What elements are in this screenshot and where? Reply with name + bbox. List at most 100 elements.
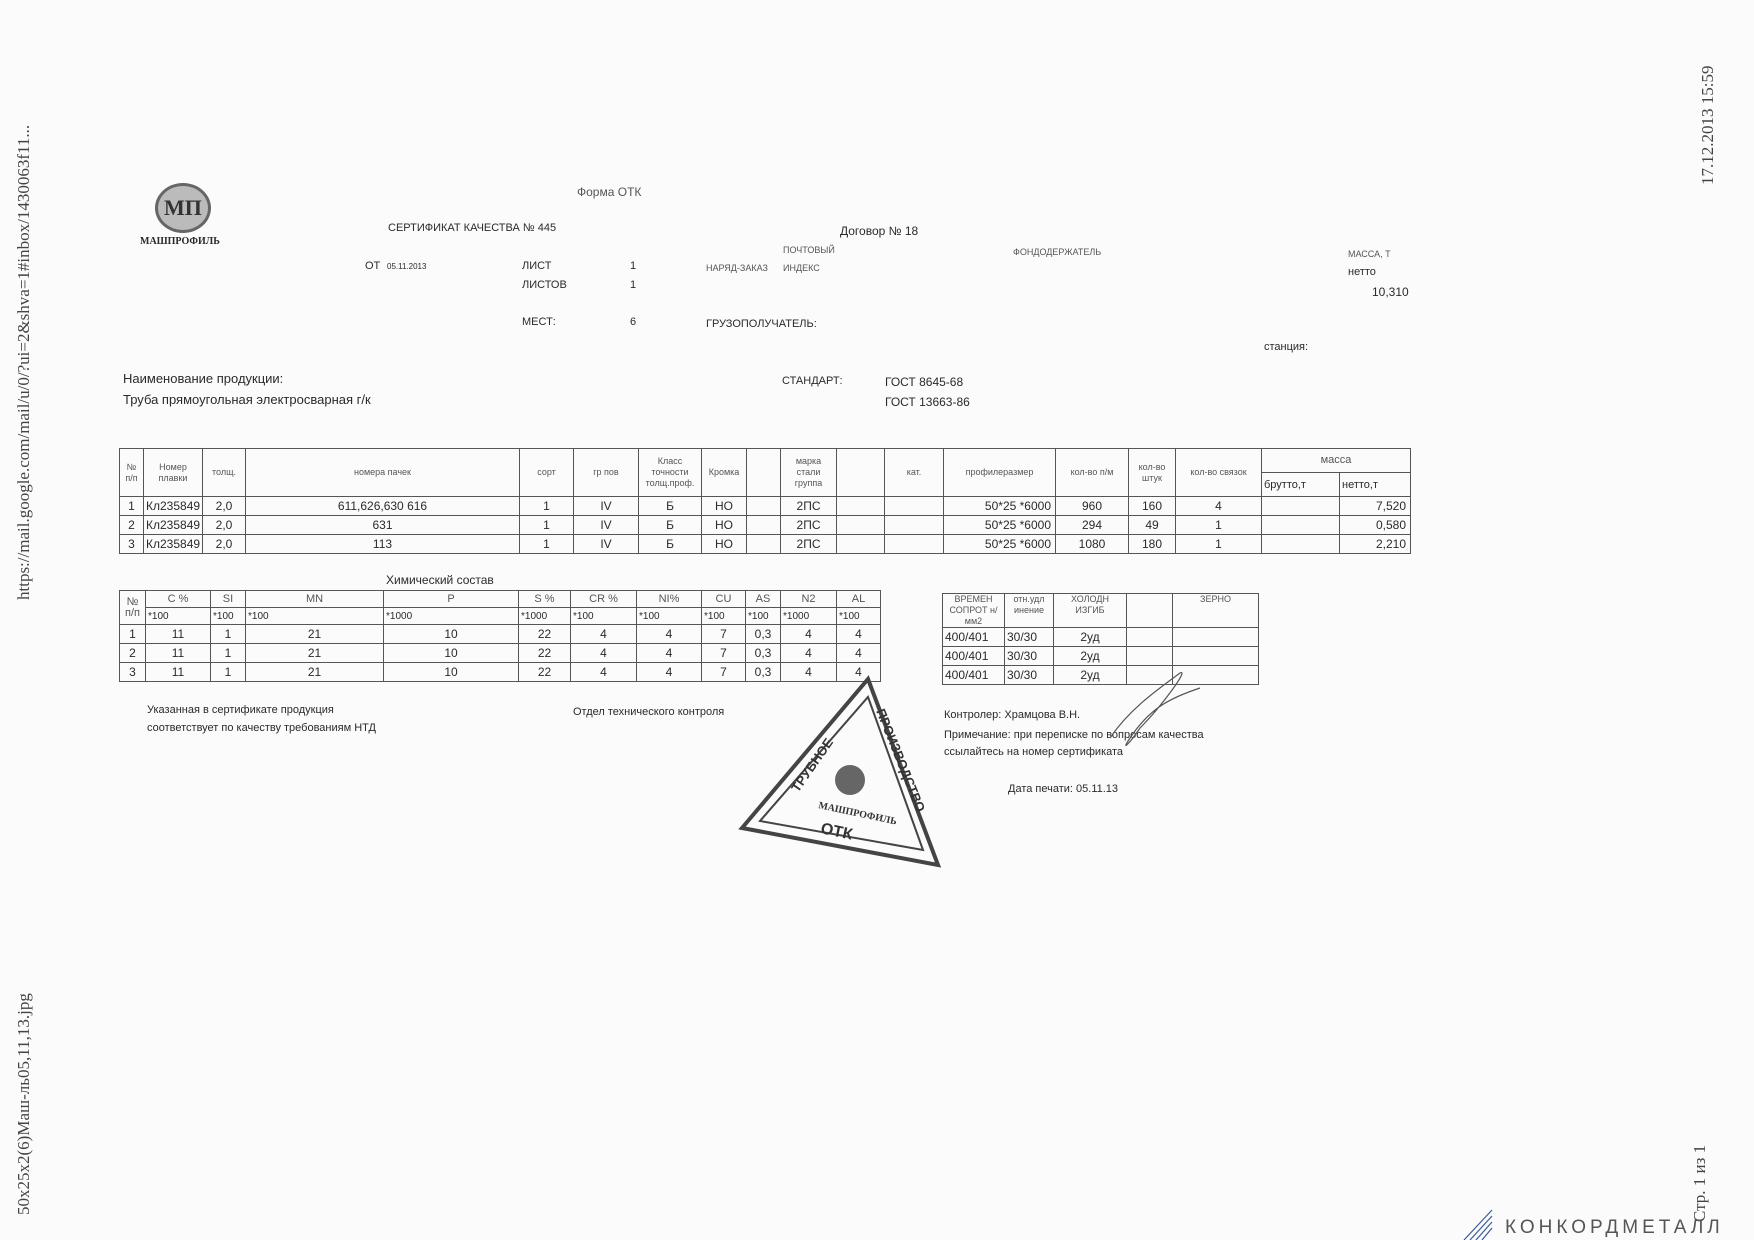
from-label: ОТ — [365, 260, 381, 272]
net-label: нетто — [1348, 266, 1376, 278]
col-header: гр пов — [573, 448, 639, 497]
source-url: https://mail.google.com/mail/u/0/?ui=2&s… — [14, 124, 33, 600]
net-value: 10,310 — [1372, 285, 1409, 299]
col-header: MN — [245, 590, 384, 608]
col-header: ЗЕРНО — [1172, 593, 1259, 628]
sheets-value: 1 — [630, 279, 637, 291]
col-header: Кромка — [701, 448, 747, 497]
table-row: 2 Кл235849 2,0 631 1 IV Б НО 2ПС 50*25 *6000 294 49… — [119, 515, 1411, 535]
table-cell: 0,3 — [745, 662, 781, 682]
print-datetime: 17.12.2013 15:59 — [1698, 65, 1717, 185]
table-cell: 2уд — [1053, 646, 1127, 666]
sheet-value: 1 — [630, 260, 637, 272]
table-cell: 50*25 *6000 — [943, 515, 1056, 535]
multiplier-cell: *100 — [145, 607, 211, 625]
table-row: 400/401 30/30 2уд — [942, 646, 1259, 666]
col-header: SI — [210, 590, 246, 608]
stamp-right-text: ПРОИЗВОДСТВО — [873, 707, 928, 815]
col-header — [746, 448, 781, 497]
table-cell — [884, 534, 944, 554]
col-header: кол-во п/м — [1055, 448, 1129, 497]
col-header: отн.удл инение — [1004, 593, 1054, 628]
contract-number: Договор № 18 — [840, 224, 919, 238]
table-cell: 11 — [145, 624, 211, 644]
table-cell — [1126, 627, 1173, 647]
table-cell: 21 — [245, 624, 384, 644]
product-table: № п/п Номер плавки толщ. номера пачек со… — [119, 448, 1411, 554]
table-cell: 4 — [836, 662, 881, 682]
table-cell: 3 — [119, 534, 144, 554]
table-cell — [1261, 496, 1340, 516]
table-cell: Кл235849 — [143, 496, 203, 516]
table-cell: 1 — [119, 496, 144, 516]
table-cell: 400/401 — [942, 646, 1005, 666]
multiplier-cell: *1000 — [780, 607, 837, 625]
multiplier-cell: *1000 — [383, 607, 519, 625]
table-cell — [1126, 646, 1173, 666]
table-cell: 10 — [383, 662, 519, 682]
table-cell: 4 — [636, 662, 702, 682]
table-cell: IV — [573, 534, 639, 554]
table-row: 3 11 1 21 10 22 4 4 7 0,3 4 4 — [119, 662, 881, 682]
table-cell: 2 — [119, 515, 144, 535]
col-header: кол-во штук — [1128, 448, 1176, 497]
col-header: CR % — [570, 590, 637, 608]
company-name: МАШПРОФИЛЬ — [140, 236, 220, 247]
table-cell: 2 — [119, 643, 146, 663]
standard-1: ГОСТ 8645-68 — [885, 375, 964, 389]
col-header: N2 — [780, 590, 837, 608]
postal-label-top: ПОЧТОВЫЙ — [783, 245, 835, 255]
consignee-label: ГРУЗОПОЛУЧАТЕЛЬ: — [706, 318, 817, 330]
table-cell: 30/30 — [1004, 646, 1054, 666]
file-name: 50x25x2(6)Маш-ль05,11,13.jpg — [14, 993, 33, 1215]
table-cell: 50*25 *6000 — [943, 496, 1056, 516]
table-cell: 4 — [836, 643, 881, 663]
certificate-title: СЕРТИФИКАТ КАЧЕСТВА № 445 — [388, 222, 557, 234]
table-cell: 294 — [1055, 515, 1129, 535]
table-row: 400/401 30/30 2уд — [942, 665, 1259, 685]
table-row: 1 11 1 21 10 22 4 4 7 0,3 4 4 — [119, 624, 881, 644]
table-cell: 1 — [1175, 515, 1262, 535]
table-cell: 1 — [519, 534, 574, 554]
page-counter: Стр. 1 из 1 — [1690, 1144, 1709, 1222]
table-cell: 2ПС — [780, 515, 837, 535]
multiplier-cell: *1000 — [518, 607, 571, 625]
product-label: Наименование продукции: — [123, 371, 284, 386]
watermark: КОНКОРДМЕТАЛЛ — [1505, 1217, 1724, 1238]
chem-multiplier-row: *100 *100 *100 *1000 *1000 *100 *100 *100 *100 *1… — [120, 607, 881, 625]
col-header: марка стали группа — [780, 448, 837, 497]
table-row: 3 Кл235849 2,0 113 1 IV Б НО 2ПС 50*25 *6000 1080 1… — [119, 534, 1411, 554]
table-cell: НО — [701, 515, 747, 535]
table-cell: Б — [638, 515, 702, 535]
table-cell: 1 — [210, 624, 246, 644]
col-header: № п/п — [119, 590, 146, 625]
table-cell: 1 — [210, 643, 246, 663]
standard-label: СТАНДАРТ: — [782, 375, 843, 387]
station-label: станция: — [1264, 341, 1309, 353]
table-cell — [1172, 627, 1259, 647]
places-value: 6 — [630, 316, 637, 328]
table-cell: 21 — [245, 643, 384, 663]
standard-2: ГОСТ 13663-86 — [885, 395, 970, 409]
multiplier-cell: *100 — [701, 607, 746, 625]
table-cell: 1 — [210, 662, 246, 682]
col-header: профилеразмер — [943, 448, 1056, 497]
table-cell — [1172, 665, 1259, 685]
table-cell: 631 — [245, 515, 520, 535]
table-cell: 11 — [145, 662, 211, 682]
sheets-label: ЛИСТОВ — [522, 279, 567, 291]
table-cell: 1 — [519, 496, 574, 516]
col-header: кат. — [884, 448, 944, 497]
table-cell: 7,520 — [1339, 496, 1411, 516]
table-cell — [746, 534, 781, 554]
col-header: номера пачек — [245, 448, 520, 497]
multiplier-cell: *100 — [636, 607, 702, 625]
table-cell — [746, 496, 781, 516]
col-header: нетто,т — [1339, 472, 1411, 497]
conformity-line-2: соответствует по качеству требованиям НТ… — [147, 722, 376, 734]
col-header: масса — [1261, 448, 1411, 473]
table-cell: 2ПС — [780, 534, 837, 554]
table-cell: 960 — [1055, 496, 1129, 516]
table-cell — [1261, 534, 1340, 554]
col-header: № п/п — [119, 448, 144, 497]
